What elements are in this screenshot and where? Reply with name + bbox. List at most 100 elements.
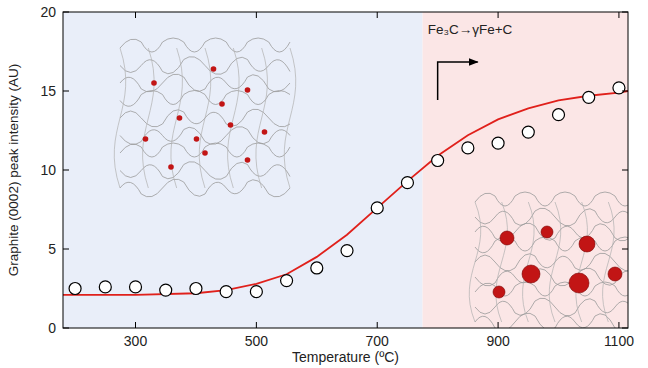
data-point (160, 284, 172, 296)
inset-particle (177, 115, 183, 121)
inset-particle (262, 129, 268, 135)
inset-particle (493, 286, 505, 298)
x-tick (618, 322, 619, 328)
y-tick (63, 91, 69, 92)
data-point (341, 245, 353, 257)
data-point (130, 281, 142, 293)
y-tick-label: 0 (48, 320, 56, 336)
inset-particle (211, 66, 217, 72)
x-tick (135, 12, 136, 18)
x-tick-label: 300 (124, 333, 148, 349)
y-tick (622, 170, 628, 171)
data-point (432, 155, 444, 167)
inset-particle (500, 231, 514, 245)
annotation: Fe₃C→γFe+C (428, 22, 513, 37)
plot-area (63, 12, 628, 328)
inset-sheet (475, 313, 628, 328)
data-point (250, 286, 262, 298)
y-tick-label: 10 (40, 162, 56, 178)
x-tick (377, 322, 378, 328)
inset-sheet (199, 48, 211, 188)
fit-line (63, 91, 628, 295)
x-tick-label: 700 (366, 333, 390, 349)
plot-frame (63, 12, 628, 328)
data-point (190, 283, 202, 295)
y-axis-title: Graphite (0002) peak intensity (AU) (6, 64, 21, 276)
data-point (583, 91, 595, 103)
inset-sheet (496, 202, 508, 322)
data-point (99, 281, 111, 293)
inset-particle (202, 150, 208, 156)
y-tick-label: 5 (48, 241, 56, 257)
region (63, 12, 423, 328)
inset-particle (151, 80, 157, 86)
data-point (371, 202, 383, 214)
data-point (281, 275, 293, 287)
inset-sheet (256, 48, 268, 188)
inset-sheet (475, 192, 628, 206)
x-tick (618, 12, 619, 18)
data-point (613, 82, 625, 94)
y-tick-label: 20 (40, 4, 56, 20)
inset-particle (194, 136, 200, 142)
y-tick (63, 170, 69, 171)
y-tick-label: 15 (40, 83, 56, 99)
inset-sheet (114, 48, 126, 188)
data-point (311, 262, 323, 274)
data-point (522, 126, 534, 138)
inset-particle (541, 226, 553, 238)
y-tick (63, 249, 69, 250)
chart: 300 500 700 900 1100 0 5 10 15 20 Temperature (ºC)… (0, 0, 648, 368)
y-tick (622, 249, 628, 250)
inset-particle (608, 267, 622, 281)
y-tick (63, 328, 69, 329)
y-tick (63, 12, 69, 13)
data-point (462, 142, 474, 154)
region (423, 12, 628, 328)
inset-sheet (475, 223, 628, 241)
inset-sheet (143, 48, 155, 188)
inset-illustration (114, 38, 296, 197)
inset-sheet (120, 38, 290, 52)
inset-particle (522, 265, 540, 283)
inset-sheet (603, 202, 615, 322)
inset-illustration (469, 192, 628, 328)
inset-sheet (120, 143, 290, 157)
inset-sheet (120, 74, 290, 92)
inset-particle (245, 87, 251, 93)
x-tick (498, 322, 499, 328)
x-axis-title: Temperature (ºC) (292, 349, 399, 365)
inset-particle (228, 122, 234, 128)
inset-sheet (576, 202, 588, 322)
annotation-arrow (438, 62, 478, 100)
data-point (69, 283, 81, 295)
y-tick (622, 12, 628, 13)
inset-particle (579, 236, 595, 252)
inset-particle (245, 157, 251, 163)
inset-sheet (475, 253, 628, 271)
data-point (492, 137, 504, 149)
x-tick (135, 322, 136, 328)
x-tick (256, 322, 257, 328)
inset-particle (168, 164, 174, 170)
inset-sheet (469, 202, 481, 322)
x-tick-label: 1100 (604, 333, 634, 349)
data-point (401, 177, 413, 189)
inset-sheet (549, 202, 561, 322)
x-tick-label: 900 (486, 333, 510, 349)
inset-particle (569, 273, 589, 293)
inset-sheet (523, 202, 535, 322)
data-point (553, 109, 565, 121)
x-tick-label: 500 (245, 333, 269, 349)
y-tick (622, 91, 628, 92)
data-point (220, 286, 232, 298)
inset-particle (219, 101, 225, 107)
inset-particle (143, 136, 149, 142)
inset-sheet (120, 91, 290, 107)
inset-sheet (284, 48, 296, 188)
x-tick (256, 12, 257, 18)
inset-sheet (228, 48, 240, 188)
x-tick (377, 12, 378, 18)
x-tick (498, 12, 499, 18)
inset-sheet (475, 237, 628, 253)
